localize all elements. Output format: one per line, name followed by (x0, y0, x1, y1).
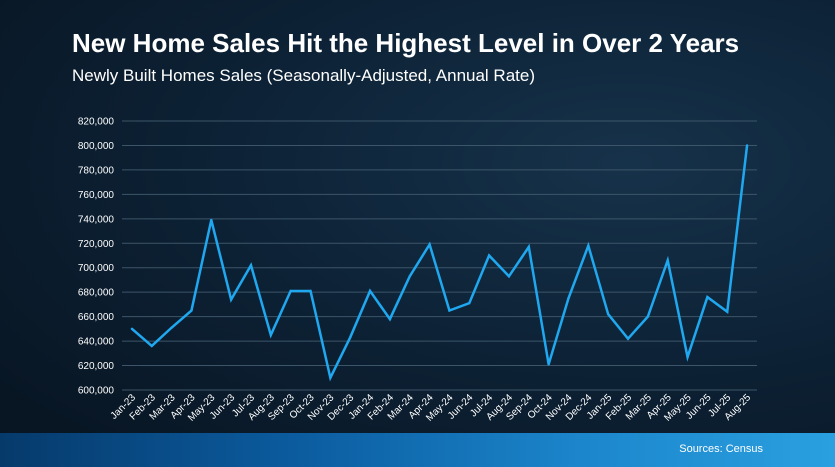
y-tick-label: 620,000 (78, 361, 115, 372)
y-tick-label: 700,000 (78, 263, 115, 274)
data-point (368, 289, 372, 293)
data-point (190, 309, 193, 312)
y-tick-label: 600,000 (78, 386, 115, 397)
data-point (309, 289, 312, 293)
data-point (170, 326, 173, 329)
x-axis-tick-labels: Jan-23Feb-23Mar-23Apr-23May-23Jun-23Jul-… (109, 392, 754, 424)
y-tick-label: 740,000 (78, 214, 115, 225)
data-point (249, 264, 253, 267)
data-point (686, 355, 689, 359)
y-tick-label: 760,000 (78, 190, 115, 201)
data-point (626, 337, 630, 340)
data-point (547, 363, 550, 366)
data-point (527, 245, 530, 249)
data-point (448, 309, 451, 312)
data-point (468, 301, 471, 305)
gridlines (122, 120, 757, 391)
data-point (428, 243, 431, 246)
data-point (587, 244, 590, 247)
y-tick-label: 780,000 (78, 165, 115, 176)
source-note: Sources: Census (679, 443, 763, 455)
data-point (269, 333, 273, 337)
data-point (150, 344, 153, 348)
y-tick-label: 800,000 (78, 141, 115, 152)
y-tick-label: 640,000 (78, 337, 115, 348)
chart-title: New Home Sales Hit the Highest Level in … (72, 28, 740, 58)
data-point (388, 317, 392, 321)
data-point (666, 259, 669, 262)
y-tick-label: 820,000 (78, 117, 115, 128)
data-point (130, 327, 134, 331)
y-axis-tick-labels: 600,000 620,000 640,000 660,000 680,000 700,0… (78, 117, 115, 397)
data-point (507, 275, 511, 278)
data-point (210, 218, 213, 222)
data-point (349, 336, 352, 339)
y-tick-label: 720,000 (78, 239, 115, 250)
y-tick-label: 680,000 (78, 288, 115, 299)
chart-subtitle: Newly Built Homes Sales (Seasonally-Adju… (72, 66, 536, 85)
data-point (726, 310, 729, 313)
data-point (706, 295, 709, 299)
series-layer (130, 144, 749, 382)
data-point (329, 376, 332, 379)
data-point (745, 144, 749, 147)
data-point (646, 315, 650, 318)
series-line (131, 145, 749, 382)
footer-band: Sources: Census (0, 433, 835, 467)
data-point (408, 275, 411, 278)
data-point (289, 289, 292, 293)
y-tick-label: 660,000 (78, 312, 115, 323)
data-point (229, 298, 233, 301)
data-point (487, 254, 491, 257)
data-point (606, 312, 610, 316)
data-point (567, 297, 570, 300)
